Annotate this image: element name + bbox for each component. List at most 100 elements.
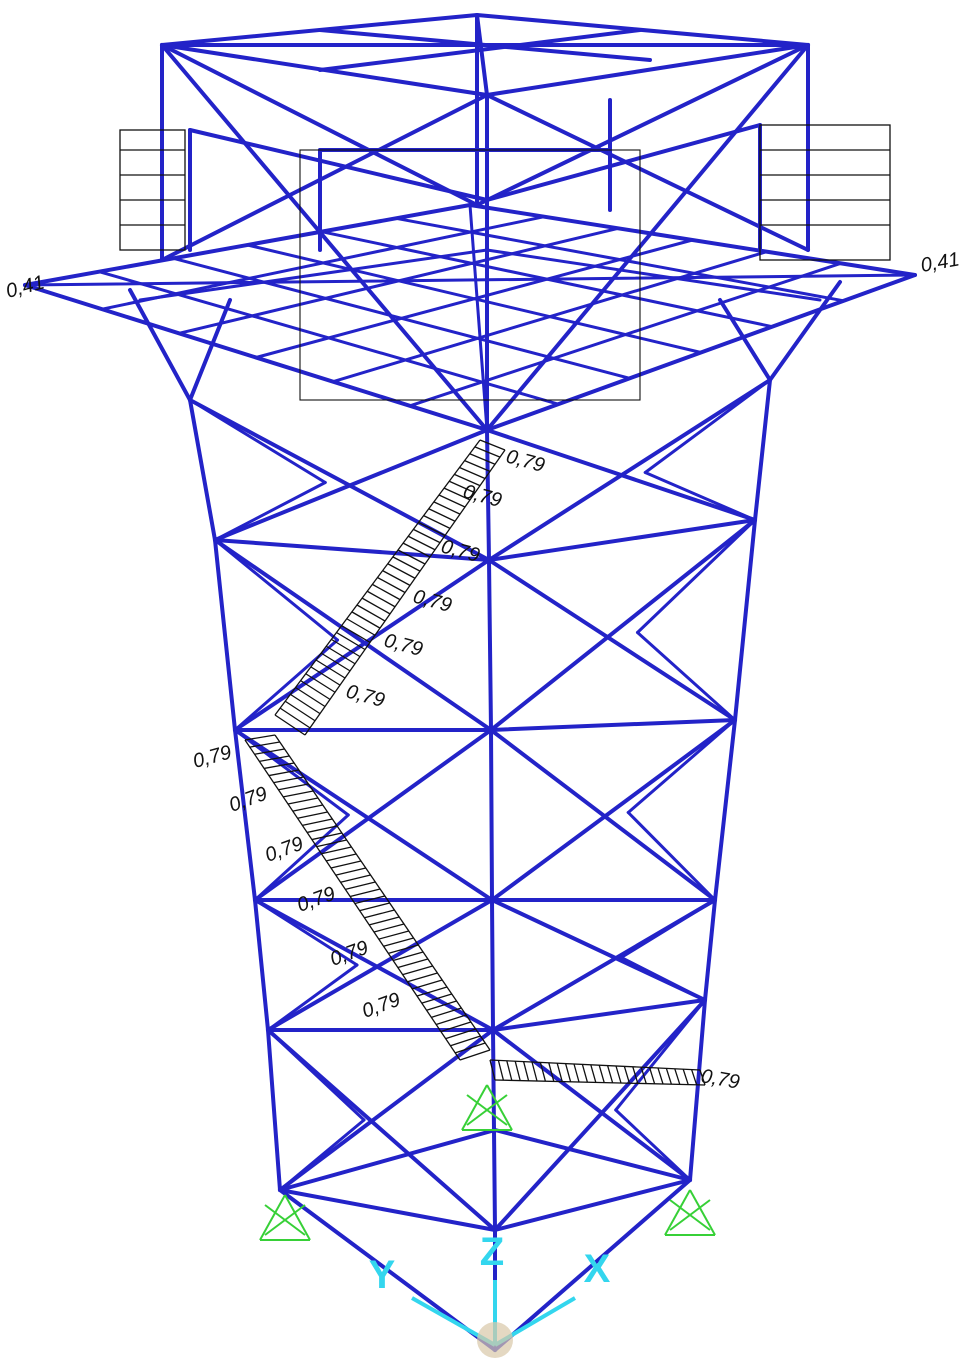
- stair-rung: [372, 583, 401, 601]
- stair-rung: [590, 1064, 597, 1083]
- stair-rung: [623, 1066, 631, 1084]
- stair-rung: [682, 1068, 689, 1085]
- stair-rung: [366, 590, 396, 608]
- member: [253, 813, 350, 902]
- member: [160, 93, 489, 262]
- support: [259, 1194, 286, 1241]
- stair-rung: [263, 762, 295, 770]
- member: [485, 93, 810, 252]
- stair-rung: [416, 986, 448, 997]
- stair-rung: [443, 487, 471, 501]
- stair-rung: [335, 867, 366, 876]
- stair-rung: [326, 853, 357, 862]
- stair-rung: [244, 734, 276, 741]
- stair-rung: [292, 804, 323, 812]
- support: [284, 1194, 311, 1241]
- member: [233, 728, 350, 817]
- stair-rung: [418, 521, 446, 537]
- stair-rung: [300, 680, 331, 700]
- stair-rung: [316, 839, 347, 848]
- load-label: 0,79: [359, 989, 403, 1023]
- member: [643, 378, 772, 474]
- member: [713, 718, 737, 902]
- stair-rung: [369, 916, 400, 926]
- load-label: 0,79: [504, 446, 547, 477]
- stair-rung: [690, 1069, 698, 1086]
- member: [475, 13, 810, 47]
- load-box: [299, 149, 641, 401]
- member: [493, 998, 707, 1232]
- stair: [489, 1059, 701, 1071]
- member: [278, 1028, 495, 1192]
- stair-rung: [321, 846, 352, 855]
- stair-rung: [665, 1068, 673, 1085]
- member: [626, 811, 717, 902]
- support: [669, 1199, 711, 1231]
- member: [487, 518, 757, 562]
- member: [490, 898, 495, 1032]
- stair: [494, 1079, 706, 1086]
- stair-rung: [412, 979, 443, 990]
- stair-rung: [657, 1067, 664, 1085]
- stair-rung: [615, 1065, 622, 1084]
- member: [318, 28, 642, 72]
- stair-rung: [383, 937, 414, 947]
- member: [626, 718, 737, 814]
- member: [213, 538, 339, 642]
- member: [643, 471, 757, 522]
- stair-rung: [474, 446, 501, 458]
- stair-rung: [295, 686, 326, 708]
- load-label: 0,79: [382, 630, 425, 661]
- member: [485, 43, 810, 432]
- member: [266, 963, 359, 1032]
- member: [188, 398, 217, 542]
- stair-rung: [354, 895, 386, 905]
- axis-label: Y: [369, 1253, 396, 1297]
- stair: [244, 739, 461, 1061]
- member: [160, 43, 479, 207]
- stair-rung: [373, 923, 405, 933]
- stair-rung: [413, 528, 441, 544]
- axis-label: X: [584, 1247, 611, 1291]
- stair-rung: [469, 453, 496, 465]
- member: [768, 280, 842, 382]
- member: [213, 538, 491, 562]
- member: [614, 1108, 692, 1182]
- stair-rung: [699, 1069, 706, 1086]
- member: [278, 1188, 497, 1232]
- stair-rung: [392, 951, 424, 962]
- stair-rung: [539, 1062, 547, 1082]
- stair-rung: [273, 776, 304, 784]
- member: [493, 1128, 692, 1182]
- stair-rung: [440, 1021, 472, 1033]
- support: [461, 1084, 488, 1131]
- axes: Y Z X: [369, 1230, 611, 1358]
- member: [614, 998, 707, 1112]
- stair-rung: [632, 1066, 639, 1084]
- frame: [23, 13, 917, 1352]
- member: [489, 518, 757, 732]
- stair-rung: [433, 501, 461, 515]
- stair-rung: [431, 1007, 462, 1018]
- member: [487, 558, 737, 722]
- stair-rung: [489, 1059, 496, 1081]
- stair-rung: [249, 741, 280, 748]
- member: [487, 378, 772, 562]
- stair-rung: [531, 1061, 538, 1082]
- stair-rung: [454, 473, 481, 487]
- stair-rung: [297, 811, 328, 819]
- member: [188, 128, 489, 202]
- member: [491, 1028, 692, 1182]
- member: [485, 428, 757, 522]
- stair-rung: [548, 1062, 555, 1082]
- stair-rung: [306, 825, 338, 834]
- member: [233, 558, 491, 732]
- stair-rung: [407, 972, 438, 983]
- stair-rung: [640, 1067, 647, 1084]
- stair-rung: [349, 888, 381, 898]
- stair-rung: [382, 570, 411, 586]
- stair-rung: [311, 832, 343, 841]
- member: [753, 378, 772, 522]
- member: [266, 1028, 282, 1192]
